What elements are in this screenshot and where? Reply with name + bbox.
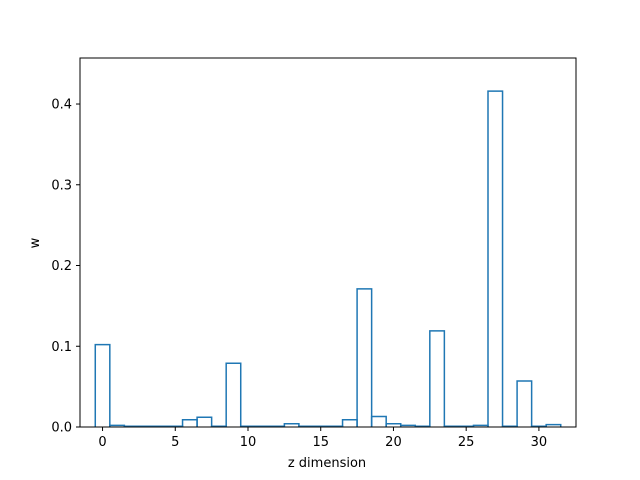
y-tick-label: 0.0	[51, 421, 72, 436]
y-axis-ticks: 0.0 0.1 0.2 0.3 0.4	[51, 98, 80, 436]
axes-border	[79, 57, 577, 428]
y-tick-label: 0.2	[51, 259, 72, 274]
histogram-bar	[370, 415, 387, 427]
y-tick-label: 0.4	[51, 98, 72, 113]
histogram-bar	[283, 423, 300, 427]
x-tick-label: 20	[385, 435, 402, 450]
x-tick-label: 30	[531, 435, 548, 450]
histogram-bar	[225, 362, 242, 427]
x-tick-label: 10	[240, 435, 257, 450]
x-tick-label: 25	[458, 435, 475, 450]
histogram-bar	[516, 380, 533, 427]
histogram-bar	[429, 330, 446, 427]
y-axis-label: w	[28, 237, 43, 248]
x-tick-label: 5	[171, 435, 179, 450]
histogram-bar	[487, 90, 504, 427]
x-tick-label: 0	[98, 435, 106, 450]
x-axis-label: z dimension	[288, 456, 366, 471]
y-tick-label: 0.3	[51, 178, 72, 193]
y-tick-label: 0.1	[51, 340, 72, 355]
histogram-bar	[356, 288, 373, 427]
histogram-bar	[545, 423, 562, 427]
x-tick-label: 15	[312, 435, 329, 450]
x-axis-ticks: 0 5 10 15 20 25 30	[98, 427, 547, 450]
histogram-bar	[94, 343, 111, 427]
histogram-bar	[196, 416, 213, 427]
axes-frame	[79, 57, 577, 428]
